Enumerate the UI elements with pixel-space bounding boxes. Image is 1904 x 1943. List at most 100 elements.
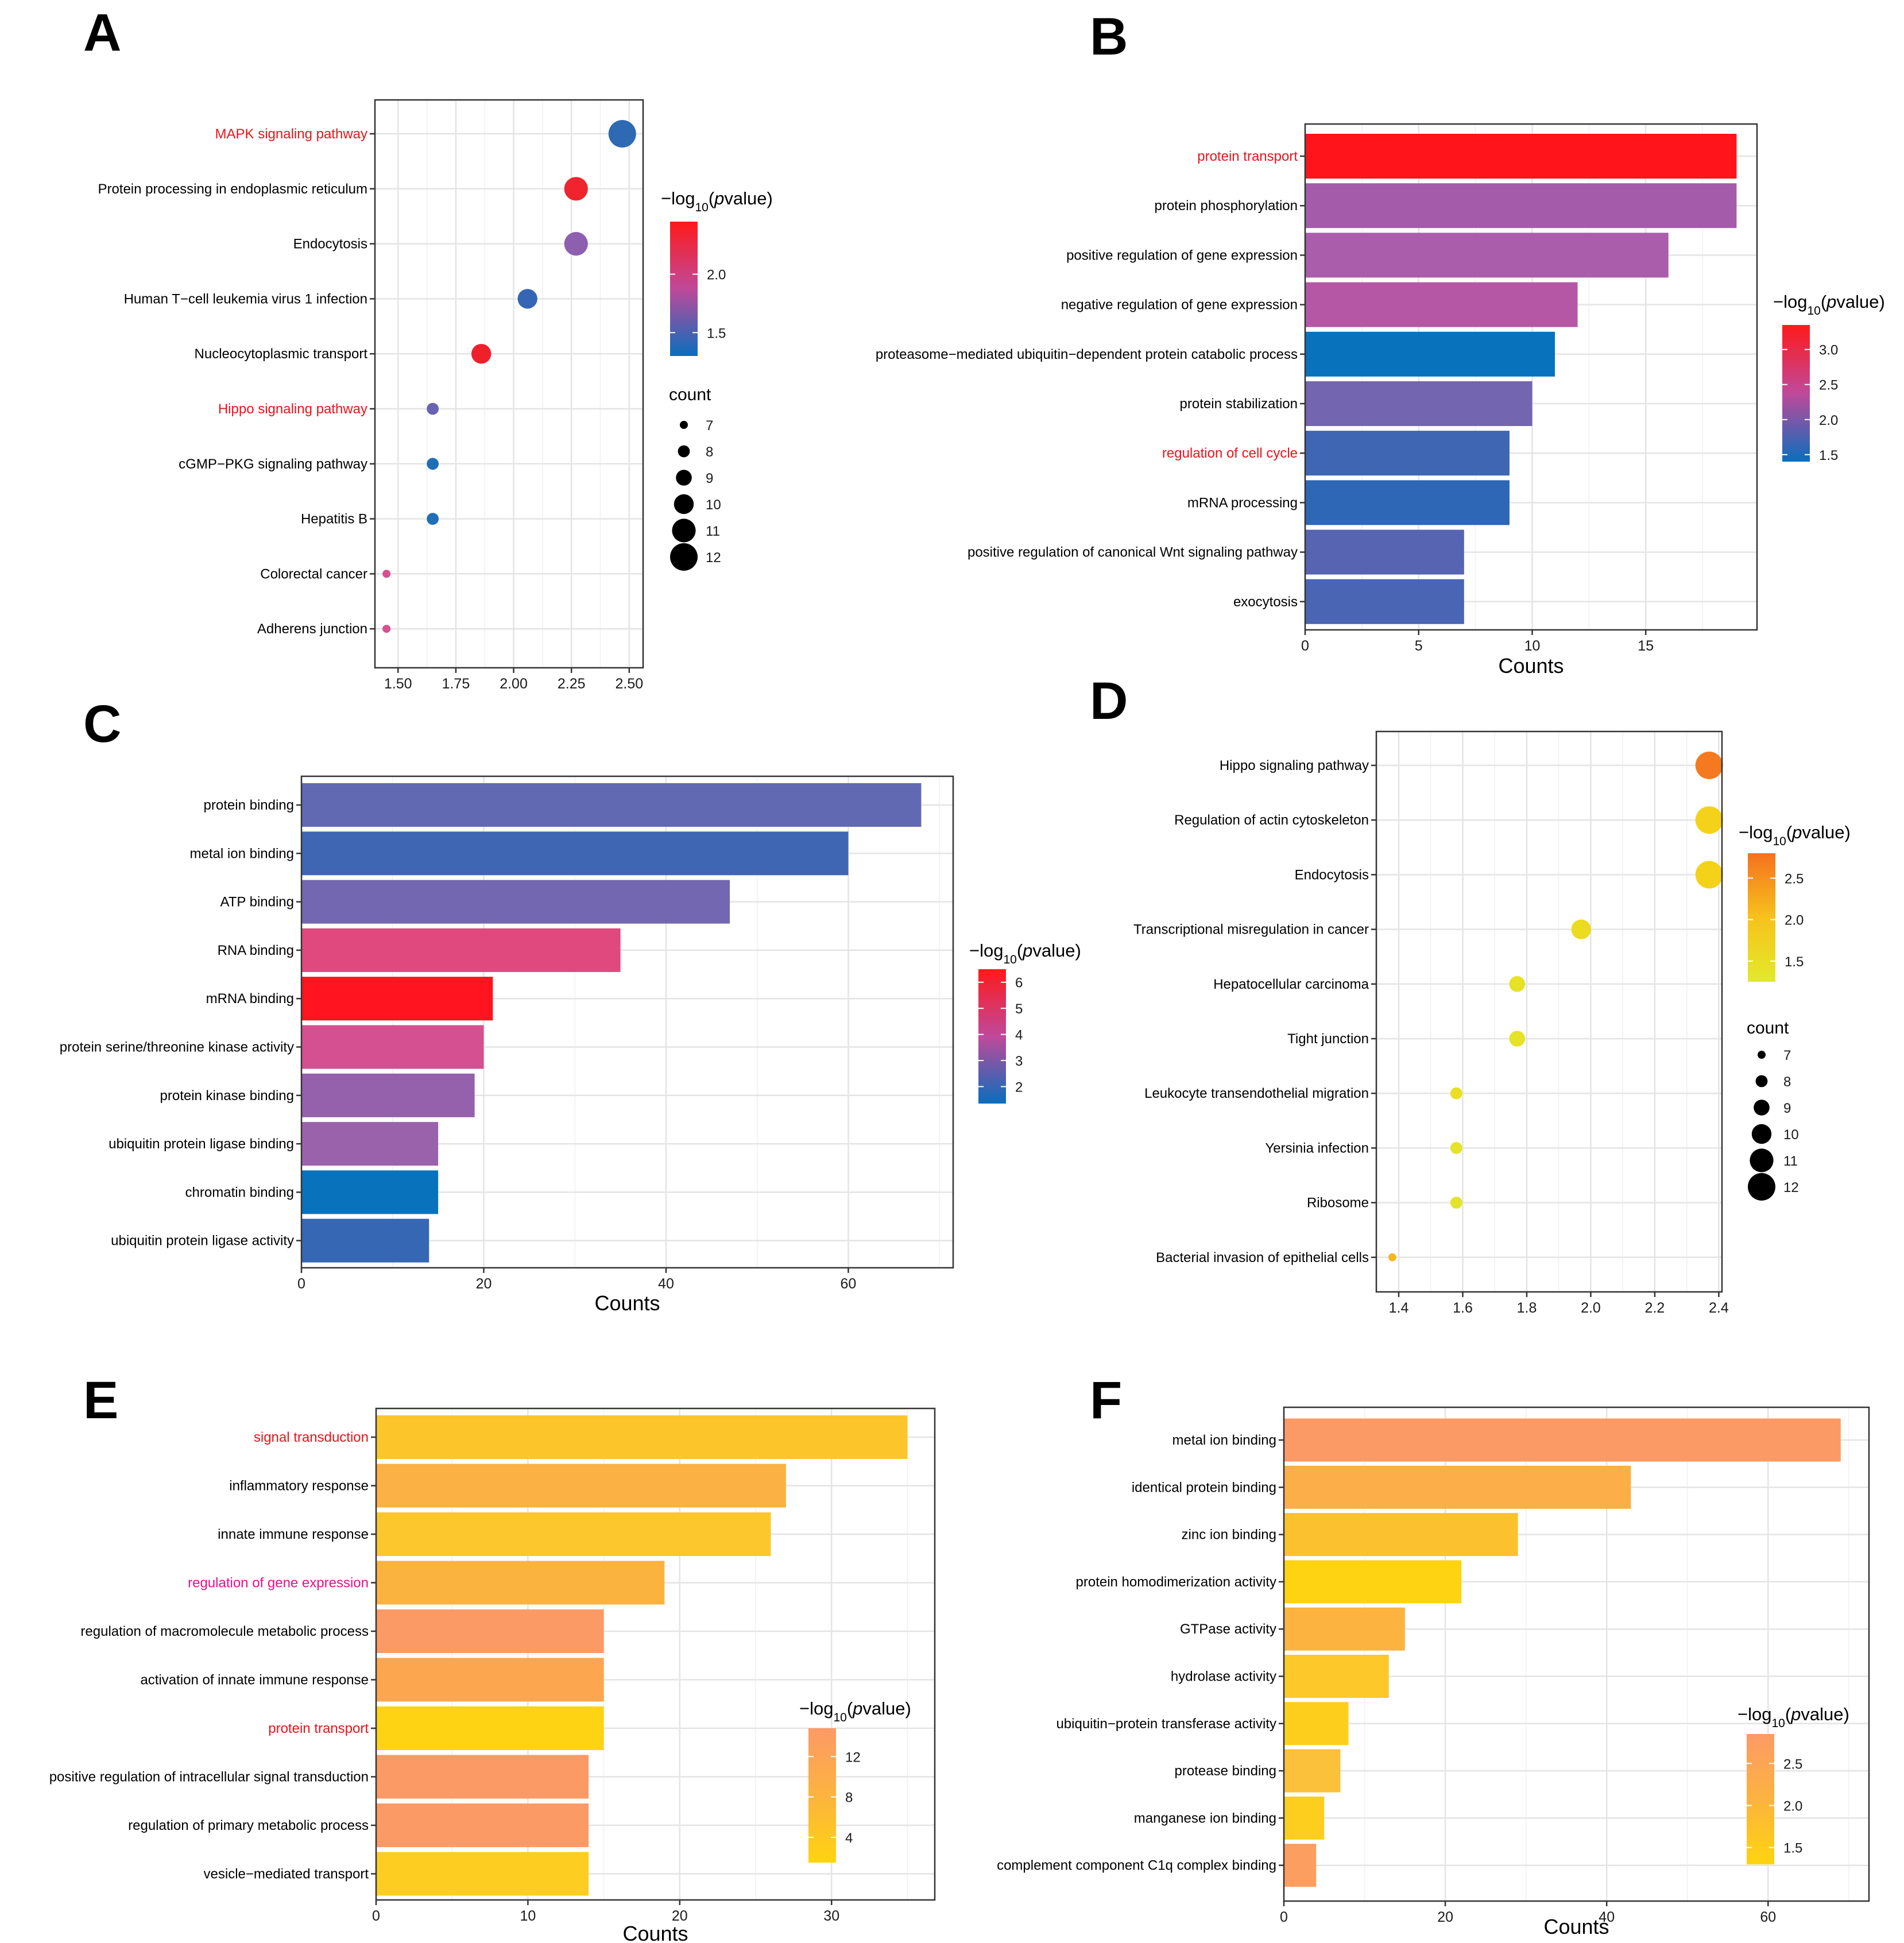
y-tick-label: vesicle−mediated transport [204, 1867, 369, 1882]
legend-title-part-0: −log [969, 940, 1003, 961]
plot-frame [375, 1407, 936, 1901]
y-tick-label: proteasome−mediated ubiquitin−dependent … [876, 347, 1298, 362]
dot [1450, 1087, 1462, 1100]
y-tick-label: negative regulation of gene expression [1061, 297, 1298, 313]
dot [382, 570, 391, 578]
legend-title-part-3: p [1826, 292, 1836, 312]
y-tick-label: metal ion binding [1172, 1433, 1276, 1448]
y-tick-label: Regulation of actin cytoskeleton [1174, 812, 1369, 828]
bar [1305, 431, 1510, 476]
y-tick-label: protein binding [204, 798, 294, 813]
colorbar-tick-label: 3.0 [1819, 343, 1838, 358]
plot-frame [374, 99, 644, 669]
x-tick-label: 40 [658, 1276, 674, 1292]
size-legend-label: 8 [706, 444, 713, 460]
plot-background [375, 100, 643, 668]
y-tick-label: ATP binding [220, 895, 294, 910]
bar [1284, 1607, 1405, 1651]
size-legend-label: 7 [1783, 1048, 1791, 1063]
colorbar-tick-label: 2.0 [707, 268, 726, 283]
bar [301, 880, 730, 924]
x-tick-label: 0 [372, 1908, 380, 1924]
size-legend-label: 9 [1783, 1101, 1791, 1116]
x-tick-label: 1.50 [384, 676, 412, 692]
x-axis-title: Counts [594, 1291, 660, 1315]
y-tick-label: Colorectal cancer [260, 566, 367, 582]
y-tick-label: Ribosome [1307, 1195, 1369, 1211]
legend-title-part-3: p [1791, 822, 1802, 842]
colorbar [1782, 325, 1810, 462]
size-legend-label: 12 [1783, 1180, 1799, 1195]
y-tick-label: cGMP−PKG signaling pathway [179, 456, 367, 472]
bar [1305, 579, 1464, 624]
y-tick-label: innate immune response [218, 1527, 369, 1542]
legend-title-part-0: −log [1773, 292, 1807, 312]
dot [564, 177, 588, 201]
y-tick-label: Hepatitis B [301, 512, 367, 527]
y-tick-label: metal ion binding [190, 846, 294, 861]
size-legend-dot [1748, 1173, 1775, 1201]
x-tick-label: 15 [1638, 638, 1654, 654]
y-tick-label: Human T−cell leukemia virus 1 infection [124, 291, 367, 307]
panel-e: E 0 10 20 30 signal transduction inflammatory … [49, 1371, 936, 1943]
dot [1450, 1197, 1462, 1209]
x-tick-label: 0 [297, 1276, 305, 1292]
panel-label: F [1090, 1371, 1122, 1430]
colorbar-tick-label: 5 [1015, 1001, 1023, 1017]
y-tick-label: exocytosis [1233, 594, 1298, 610]
x-tick-label: 1.6 [1453, 1300, 1473, 1316]
legend-title-part-4: value) [1032, 940, 1081, 961]
legend-title-part-3: p [1790, 1704, 1801, 1724]
colorbar-tick-label: 1.5 [1783, 1841, 1802, 1856]
bar [376, 1706, 604, 1750]
colorbar-tick-label: 2.0 [1783, 1798, 1802, 1814]
bar [301, 928, 621, 972]
colorbar-tick-label: 2.5 [1785, 871, 1804, 887]
legend-title-part-2: ( [1786, 822, 1793, 842]
size-legend-label: 9 [706, 471, 713, 486]
y-tick-label: protein phosphorylation [1154, 198, 1298, 214]
x-tick-label: 1.75 [442, 676, 470, 692]
bar [376, 1561, 665, 1605]
bar [301, 1025, 484, 1069]
size-legend-dot [1758, 1051, 1766, 1059]
x-tick-label: 2.4 [1709, 1300, 1729, 1316]
legend-title-part-2: ( [709, 188, 715, 208]
x-tick-label: 2.50 [616, 676, 644, 692]
x-tick-label: 2.2 [1645, 1300, 1665, 1316]
x-axis-title: Counts [622, 1922, 688, 1943]
bar [301, 1122, 439, 1166]
bar [376, 1609, 604, 1653]
bar [1284, 1796, 1325, 1840]
colorbar [978, 969, 1006, 1104]
panel-label: A [83, 3, 121, 62]
panel-b: B 0 5 10 15 protein transport protein phosphor… [876, 7, 1885, 678]
legend-title: −log10(pvalue) [1739, 822, 1851, 848]
y-tick-label: protein stabilization [1180, 396, 1298, 412]
x-tick-label: 10 [1524, 638, 1541, 654]
y-tick-label: activation of innate immune response [140, 1673, 369, 1688]
legend-title: −log10(pvalue) [969, 940, 1081, 966]
size-legend-label: 11 [706, 524, 720, 539]
colorbar-tick-label: 3 [1015, 1054, 1023, 1069]
bar [1284, 1844, 1317, 1887]
legend-title-part-4: value) [724, 188, 772, 208]
x-tick-label: 20 [672, 1908, 688, 1924]
panel-label: C [83, 695, 121, 753]
y-tick-label: Adherens junction [257, 621, 367, 637]
bar [301, 977, 493, 1021]
y-tick-label: regulation of cell cycle [1162, 446, 1298, 461]
panel-a: A 1.50 1.75 2.00 2.25 2.50 MAPK signaling path… [83, 3, 773, 692]
bar [1305, 331, 1555, 377]
legend-title-part-2: ( [847, 1698, 853, 1718]
colorbar [1748, 853, 1775, 982]
size-legend-dot [1751, 1124, 1772, 1144]
bar [1284, 1749, 1341, 1793]
x-tick-label: 60 [1760, 1909, 1776, 1925]
y-tick-label: Leukocyte transendothelial migration [1144, 1086, 1369, 1101]
legend-title-part-3: p [714, 188, 724, 208]
legend-title-part-2: ( [1785, 1704, 1791, 1724]
plot-frame [1375, 730, 1723, 1293]
colorbar-tick-label: 2.0 [1819, 413, 1838, 428]
